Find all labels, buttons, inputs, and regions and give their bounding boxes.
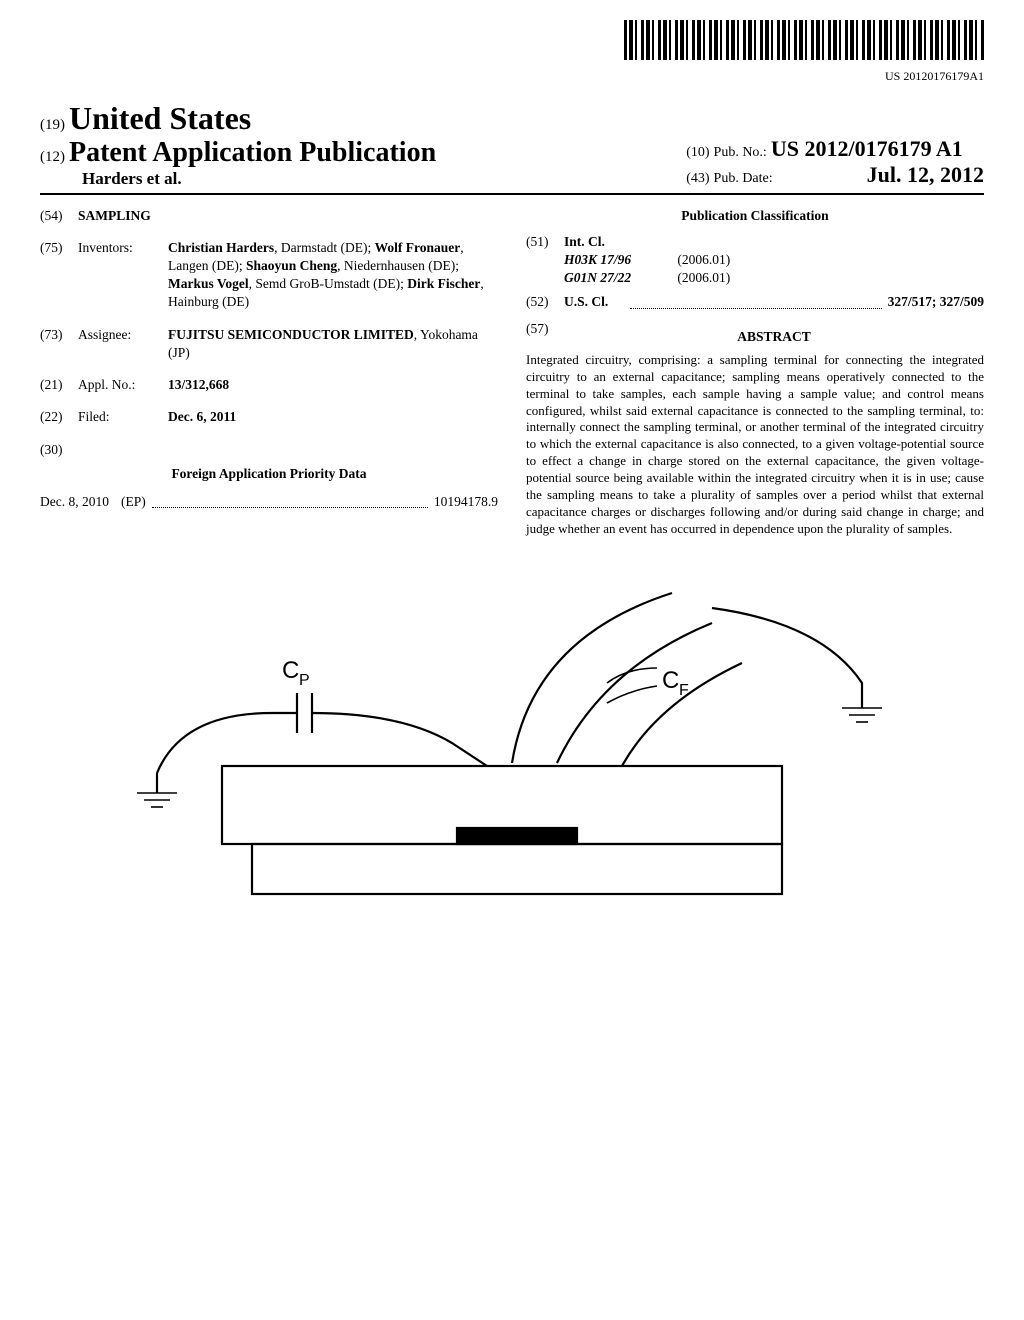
intcl-1: H03K 17/96 (2006.01) — [564, 251, 984, 269]
inventor-2-name: Wolf Fronauer — [375, 240, 461, 255]
num-57: (57) — [526, 320, 564, 352]
document-header: (19) United States (12) Patent Applicati… — [40, 100, 984, 195]
header-right: (10) Pub. No.: US 2012/0176179 A1 (43) P… — [686, 136, 984, 189]
classification-heading: Publication Classification — [526, 207, 984, 225]
intcl-1-code: H03K 17/96 — [564, 251, 674, 269]
assignee-row: (73) Assignee: FUJITSU SEMICONDUCTOR LIM… — [40, 326, 498, 362]
inventor-1-name: Christian Harders — [168, 240, 274, 255]
left-column: (54) SAMPLING (75) Inventors: Christian … — [40, 207, 498, 538]
intcl-row: (51) Int. Cl. — [526, 233, 984, 251]
appl-no-row: (21) Appl. No.: 13/312,668 — [40, 376, 498, 394]
priority-number: 10194178.9 — [434, 493, 498, 511]
header-left: (19) United States (12) Patent Applicati… — [40, 100, 436, 189]
num-30: (30) — [40, 441, 78, 459]
priority-heading: Foreign Application Priority Data — [40, 465, 498, 483]
intcl-label: Int. Cl. — [564, 233, 605, 251]
filed-row: (22) Filed: Dec. 6, 2011 — [40, 408, 498, 426]
pub-no-value: US 2012/0176179 A1 — [771, 136, 963, 161]
cf-sub: F — [679, 682, 689, 699]
inventor-5-name: Dirk Fischer — [407, 276, 480, 291]
assignee-name: FUJITSU SEMICONDUCTOR LIMITED — [168, 327, 414, 342]
uscl-label: U.S. Cl. — [564, 293, 624, 311]
intcl-2-code: G01N 27/22 — [564, 269, 674, 287]
invention-title: SAMPLING — [78, 207, 498, 225]
cp-label: C — [282, 657, 299, 684]
bibliography-columns: (54) SAMPLING (75) Inventors: Christian … — [40, 207, 984, 538]
intcl-1-year: (2006.01) — [677, 252, 730, 267]
abstract-num-row: (57) ABSTRACT — [526, 320, 984, 352]
figure-area: C P C F — [40, 568, 984, 933]
prefix-19: (19) — [40, 117, 65, 133]
inventors-label: Inventors: — [78, 239, 168, 312]
barcode-area — [40, 20, 984, 65]
pub-no-label: Pub. No.: — [714, 145, 767, 160]
right-column: Publication Classification (51) Int. Cl.… — [526, 207, 984, 538]
appl-no-value: 13/312,668 — [168, 376, 498, 394]
abstract-body: Integrated circuitry, comprising: a samp… — [526, 352, 984, 538]
abstract-heading: ABSTRACT — [564, 328, 984, 346]
pub-date-value: Jul. 12, 2012 — [867, 162, 984, 187]
num-54: (54) — [40, 207, 78, 225]
prefix-43: (43) — [686, 171, 709, 186]
circuit-figure: C P C F — [102, 568, 922, 928]
priority-office: (EP) — [121, 493, 146, 511]
title-row: (54) SAMPLING — [40, 207, 498, 225]
inventor-4-name: Markus Vogel — [168, 276, 249, 291]
num-51: (51) — [526, 233, 564, 251]
filed-label: Filed: — [78, 408, 168, 426]
num-52: (52) — [526, 293, 564, 311]
uscl-row: (52) U.S. Cl. 327/517; 327/509 — [526, 293, 984, 311]
inventors-list: Christian Harders, Darmstadt (DE); Wolf … — [168, 239, 498, 312]
inventor-1-loc: , Darmstadt (DE); — [274, 240, 374, 255]
priority-num-row: (30) — [40, 441, 498, 459]
pub-date-label: Pub. Date: — [714, 171, 773, 186]
num-22: (22) — [40, 408, 78, 426]
priority-date: Dec. 8, 2010 — [40, 493, 109, 511]
inventor-3-loc: , Niedernhausen (DE); — [337, 258, 459, 273]
country: United States — [69, 100, 251, 136]
cf-label: C — [662, 667, 679, 694]
dotted-leader — [152, 493, 428, 508]
inventor-4-loc: , Semd GroB-Umstadt (DE); — [249, 276, 408, 291]
barcode-number: US 20120176179A1 — [40, 69, 984, 84]
inventor-3-name: Shaoyun Cheng — [246, 258, 337, 273]
uscl-value: 327/517; 327/509 — [888, 293, 984, 311]
prefix-12: (12) — [40, 149, 65, 165]
num-73: (73) — [40, 326, 78, 362]
prefix-10: (10) — [686, 145, 709, 160]
cp-sub: P — [299, 672, 310, 689]
header-authors: Harders et al. — [40, 169, 436, 189]
appl-no-label: Appl. No.: — [78, 376, 168, 394]
num-75: (75) — [40, 239, 78, 312]
priority-line: Dec. 8, 2010 (EP) 10194178.9 — [40, 493, 498, 511]
filed-value: Dec. 6, 2011 — [168, 408, 498, 426]
intcl-2-year: (2006.01) — [677, 270, 730, 285]
assignee-label: Assignee: — [78, 326, 168, 362]
assignee-value: FUJITSU SEMICONDUCTOR LIMITED, Yokohama … — [168, 326, 498, 362]
dotted-leader-2 — [630, 293, 882, 308]
inventors-row: (75) Inventors: Christian Harders, Darms… — [40, 239, 498, 312]
num-21: (21) — [40, 376, 78, 394]
intcl-2: G01N 27/22 (2006.01) — [564, 269, 984, 287]
barcode-graphic — [624, 20, 984, 60]
publication-type: Patent Application Publication — [69, 137, 436, 168]
